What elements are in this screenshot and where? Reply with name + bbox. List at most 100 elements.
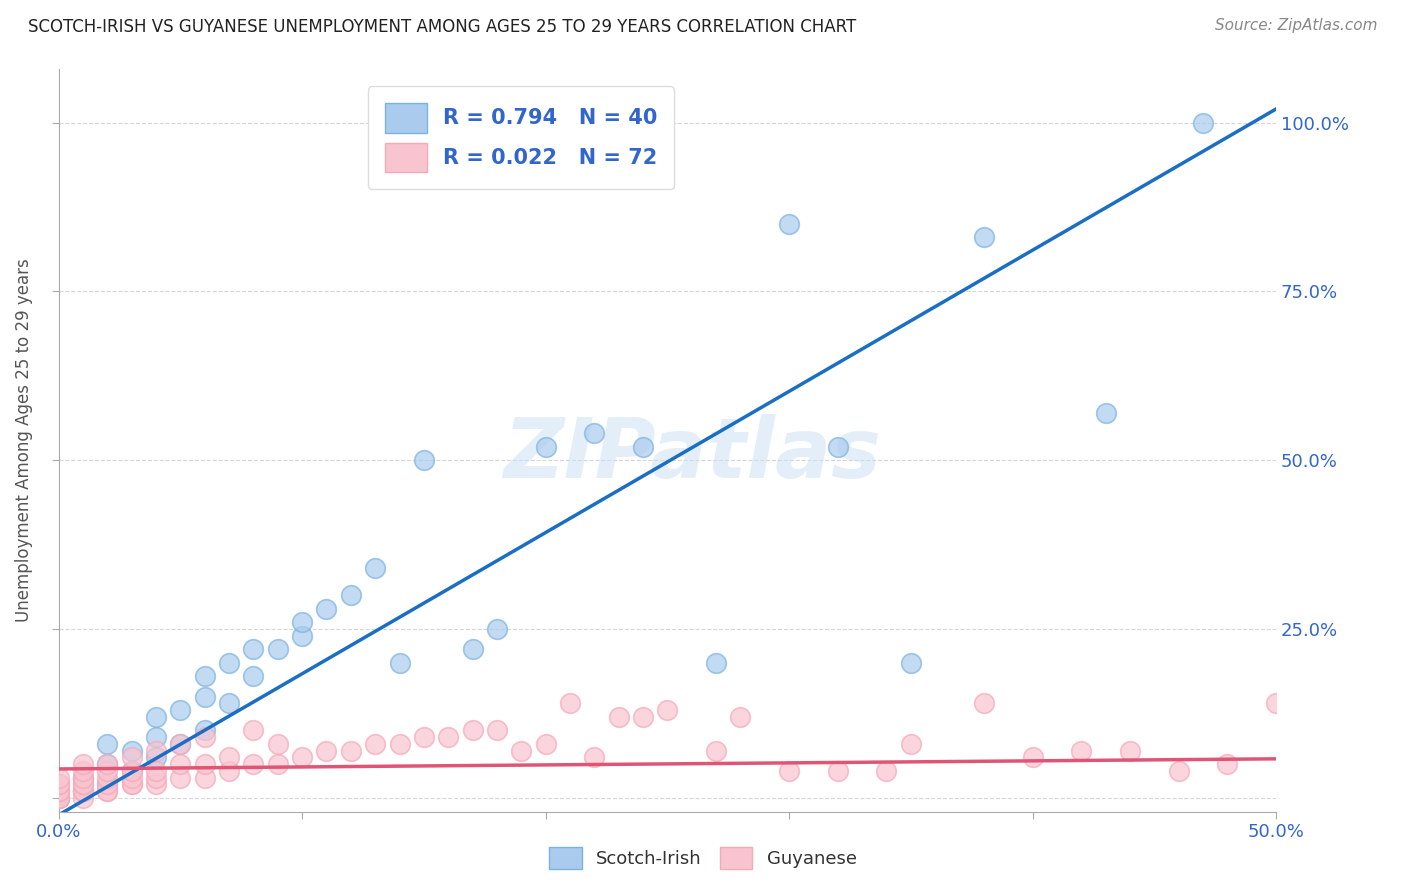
Point: [364, 737, 387, 751]
Point: [218, 764, 240, 778]
Point: [72, 784, 94, 798]
Point: [973, 230, 995, 244]
Point: [485, 723, 508, 738]
Point: [827, 764, 849, 778]
Point: [169, 737, 191, 751]
Point: [558, 697, 581, 711]
Point: [48, 791, 70, 805]
Point: [267, 757, 290, 772]
Point: [1094, 406, 1116, 420]
Point: [583, 426, 606, 441]
Point: [631, 710, 654, 724]
Point: [145, 730, 167, 744]
Point: [340, 744, 363, 758]
Point: [96, 757, 118, 772]
Point: [1167, 764, 1189, 778]
Point: [96, 777, 118, 791]
Point: [145, 710, 167, 724]
Point: [72, 791, 94, 805]
Point: [267, 642, 290, 657]
Point: [145, 744, 167, 758]
Point: [145, 771, 167, 785]
Point: [242, 642, 264, 657]
Point: [48, 771, 70, 785]
Point: [169, 757, 191, 772]
Point: [534, 737, 557, 751]
Point: [48, 777, 70, 791]
Point: [242, 723, 264, 738]
Point: [48, 791, 70, 805]
Point: [145, 764, 167, 778]
Text: Source: ZipAtlas.com: Source: ZipAtlas.com: [1215, 18, 1378, 33]
Point: [72, 764, 94, 778]
Point: [1192, 115, 1215, 129]
Point: [121, 777, 143, 791]
Point: [72, 777, 94, 791]
Point: [48, 784, 70, 798]
Point: [96, 784, 118, 798]
Point: [340, 588, 363, 602]
Point: [72, 771, 94, 785]
Point: [218, 697, 240, 711]
Point: [412, 730, 434, 744]
Point: [388, 737, 411, 751]
Point: [900, 656, 922, 670]
Point: [1265, 697, 1288, 711]
Point: [267, 737, 290, 751]
Point: [121, 744, 143, 758]
Point: [169, 771, 191, 785]
Point: [218, 656, 240, 670]
Point: [72, 784, 94, 798]
Point: [48, 791, 70, 805]
Point: [778, 764, 800, 778]
Point: [145, 750, 167, 764]
Point: [973, 697, 995, 711]
Point: [48, 784, 70, 798]
Point: [96, 757, 118, 772]
Point: [704, 744, 727, 758]
Point: [96, 777, 118, 791]
Point: [194, 669, 217, 683]
Point: [412, 453, 434, 467]
Point: [1216, 757, 1239, 772]
Point: [510, 744, 533, 758]
Point: [291, 615, 314, 630]
Legend: R = 0.794   N = 40, R = 0.022   N = 72: R = 0.794 N = 40, R = 0.022 N = 72: [368, 87, 675, 189]
Point: [461, 723, 484, 738]
Point: [121, 750, 143, 764]
Point: [315, 602, 337, 616]
Point: [121, 764, 143, 778]
Point: [1021, 750, 1043, 764]
Point: [485, 622, 508, 636]
Legend: Scotch-Irish, Guyanese: Scotch-Irish, Guyanese: [540, 838, 866, 879]
Point: [315, 744, 337, 758]
Point: [461, 642, 484, 657]
Point: [631, 440, 654, 454]
Point: [96, 784, 118, 798]
Point: [242, 669, 264, 683]
Point: [169, 703, 191, 717]
Text: SCOTCH-IRISH VS GUYANESE UNEMPLOYMENT AMONG AGES 25 TO 29 YEARS CORRELATION CHAR: SCOTCH-IRISH VS GUYANESE UNEMPLOYMENT AM…: [28, 18, 856, 36]
Point: [657, 703, 679, 717]
Point: [121, 777, 143, 791]
Point: [388, 656, 411, 670]
Point: [72, 771, 94, 785]
Point: [194, 690, 217, 704]
Y-axis label: Unemployment Among Ages 25 to 29 years: Unemployment Among Ages 25 to 29 years: [15, 258, 32, 622]
Point: [194, 757, 217, 772]
Point: [169, 737, 191, 751]
Point: [218, 750, 240, 764]
Point: [437, 730, 460, 744]
Point: [48, 791, 70, 805]
Point: [778, 217, 800, 231]
Point: [96, 764, 118, 778]
Point: [291, 750, 314, 764]
Point: [900, 737, 922, 751]
Point: [194, 730, 217, 744]
Point: [583, 750, 606, 764]
Point: [242, 757, 264, 772]
Point: [72, 757, 94, 772]
Point: [534, 440, 557, 454]
Text: ZIPatlas: ZIPatlas: [503, 415, 880, 495]
Point: [194, 723, 217, 738]
